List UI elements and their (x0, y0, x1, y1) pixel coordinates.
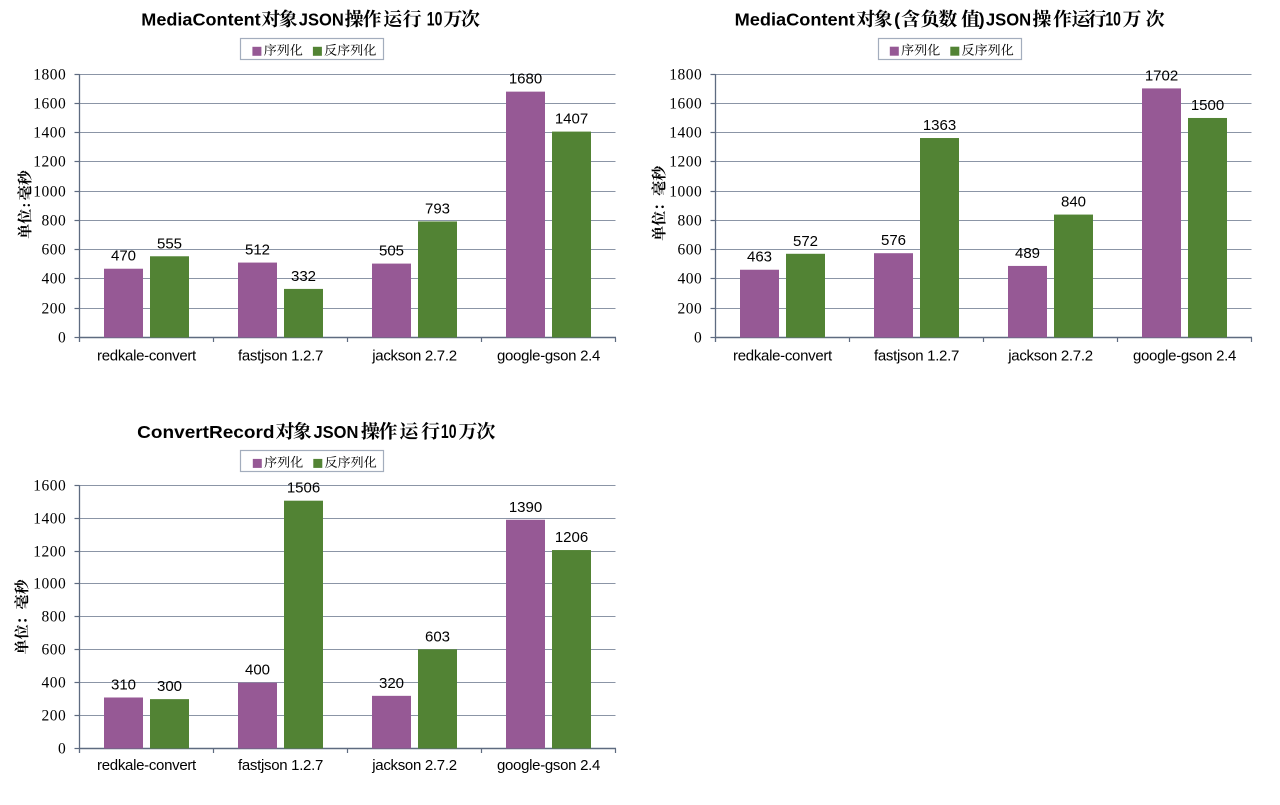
svg-text:1702: 1702 (1145, 67, 1178, 84)
svg-text:800: 800 (41, 213, 66, 230)
svg-text:jackson 2.7.2: jackson 2.7.2 (1007, 347, 1093, 364)
svg-text:505: 505 (379, 243, 404, 260)
svg-text:google-gson 2.4: google-gson 2.4 (1133, 347, 1236, 364)
svg-text:1200: 1200 (33, 544, 66, 561)
svg-text:600: 600 (41, 242, 66, 259)
svg-text:redkale-convert: redkale-convert (97, 347, 197, 364)
svg-text:400: 400 (41, 675, 66, 692)
svg-text:1200: 1200 (669, 154, 702, 171)
svg-text:ConvertRecord: ConvertRecord (137, 422, 274, 442)
svg-text:0: 0 (694, 330, 702, 347)
svg-text:1400: 1400 (33, 125, 66, 142)
svg-text:1000: 1000 (33, 576, 66, 593)
svg-text:1800: 1800 (33, 67, 66, 84)
svg-text:320: 320 (379, 675, 404, 692)
svg-text:fastjson 1.2.7: fastjson 1.2.7 (874, 347, 959, 364)
svg-text:0: 0 (58, 741, 66, 758)
svg-text:JSON: JSON (299, 10, 344, 30)
svg-text:0: 0 (58, 330, 66, 347)
svg-text:1000: 1000 (33, 184, 66, 201)
svg-text:): ) (979, 10, 985, 30)
svg-text:1390: 1390 (509, 499, 542, 516)
svg-text:1206: 1206 (555, 529, 588, 546)
svg-text:1600: 1600 (669, 96, 702, 113)
svg-text:(: ( (894, 10, 900, 30)
svg-text:200: 200 (41, 708, 66, 725)
svg-text:google-gson 2.4: google-gson 2.4 (497, 757, 600, 774)
svg-text:800: 800 (677, 213, 702, 230)
svg-text:MediaContent: MediaContent (141, 10, 261, 30)
svg-text:600: 600 (677, 242, 702, 259)
svg-text:1400: 1400 (33, 511, 66, 528)
svg-text:1407: 1407 (555, 111, 588, 128)
svg-text:793: 793 (425, 200, 450, 217)
svg-text:555: 555 (157, 235, 182, 252)
svg-text:840: 840 (1061, 194, 1086, 211)
svg-text:jackson 2.7.2: jackson 2.7.2 (371, 757, 457, 774)
svg-text:google-gson 2.4: google-gson 2.4 (497, 347, 600, 364)
svg-text::: : (18, 203, 34, 208)
svg-text:572: 572 (793, 233, 818, 250)
svg-text:JSON: JSON (314, 422, 359, 442)
svg-text:fastjson 1.2.7: fastjson 1.2.7 (238, 757, 323, 774)
svg-text:1600: 1600 (33, 96, 66, 113)
svg-text:800: 800 (41, 609, 66, 626)
svg-text:300: 300 (157, 678, 182, 695)
svg-text:603: 603 (425, 628, 450, 645)
svg-text:332: 332 (291, 268, 316, 285)
svg-text:400: 400 (41, 271, 66, 288)
svg-text:jackson 2.7.2: jackson 2.7.2 (371, 347, 457, 364)
svg-text:JSON: JSON (986, 10, 1031, 30)
svg-text:489: 489 (1015, 245, 1040, 262)
svg-text:1506: 1506 (287, 480, 320, 497)
svg-text:redkale-convert: redkale-convert (733, 347, 833, 364)
svg-text:MediaContent: MediaContent (735, 10, 855, 30)
svg-text:1363: 1363 (923, 117, 956, 134)
svg-text:1800: 1800 (669, 67, 702, 84)
svg-text:1400: 1400 (669, 125, 702, 142)
svg-text:470: 470 (111, 248, 136, 265)
svg-text:576: 576 (881, 232, 906, 249)
svg-text:1500: 1500 (1191, 97, 1224, 114)
svg-text:1000: 1000 (669, 184, 702, 201)
svg-text:1600: 1600 (33, 478, 66, 495)
svg-text:10: 10 (427, 9, 443, 31)
svg-text:310: 310 (111, 676, 136, 693)
svg-text:1200: 1200 (33, 154, 66, 171)
svg-text:10: 10 (1105, 9, 1121, 31)
svg-text:200: 200 (41, 301, 66, 318)
svg-text:512: 512 (245, 242, 270, 259)
svg-text:fastjson 1.2.7: fastjson 1.2.7 (238, 347, 323, 364)
svg-text:10: 10 (441, 421, 457, 443)
svg-text:600: 600 (41, 642, 66, 659)
svg-text:redkale-convert: redkale-convert (97, 757, 197, 774)
svg-text:400: 400 (677, 271, 702, 288)
svg-text:1680: 1680 (509, 71, 542, 88)
svg-text:200: 200 (677, 301, 702, 318)
svg-text:463: 463 (747, 249, 772, 266)
svg-text:400: 400 (245, 662, 270, 679)
